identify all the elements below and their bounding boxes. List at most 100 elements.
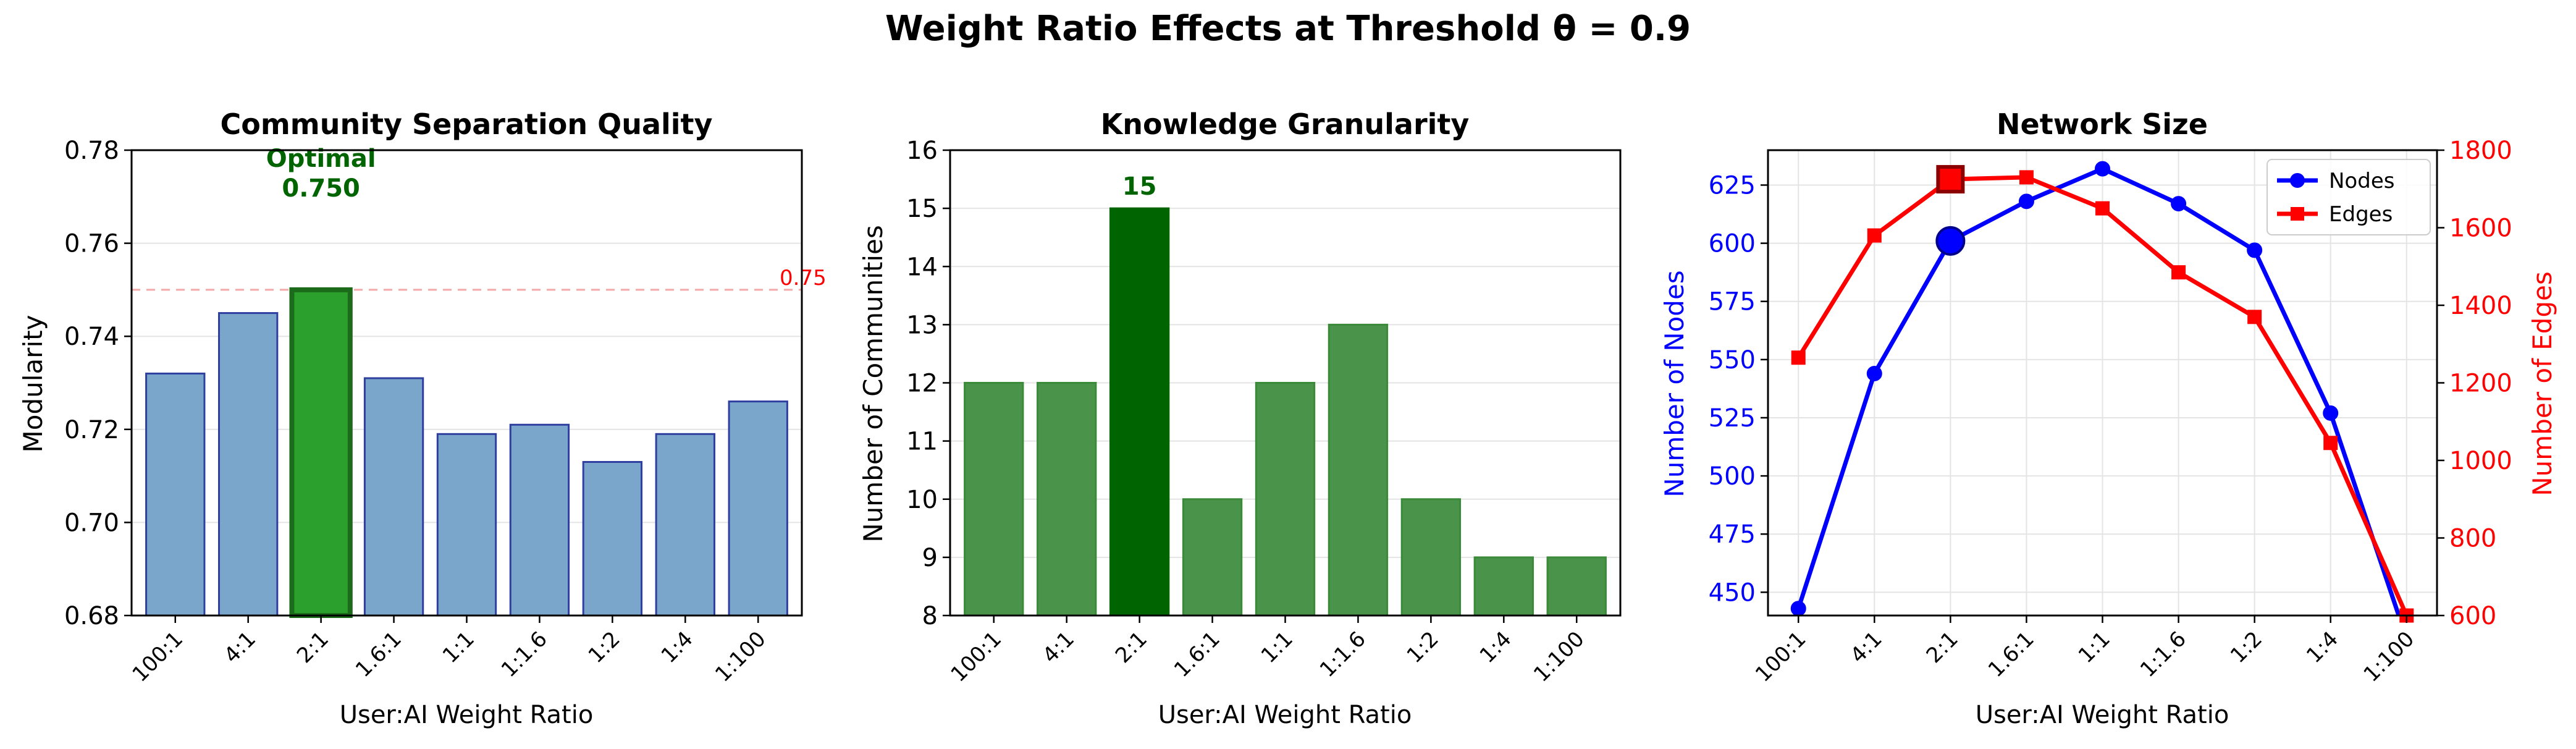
panel1-xtick-label: 2:1: [292, 627, 334, 668]
panel2-xtick-label: 1:100: [1529, 627, 1589, 687]
panel1-bar: [509, 423, 570, 617]
panel2-bar: [1037, 382, 1097, 617]
panel3-nodes-point: [2247, 242, 2263, 258]
panel3-ytick-label: 600: [1709, 230, 1756, 258]
panel2-ytick-label: 13: [906, 311, 938, 339]
panel3-xtick-label: 4:1: [1846, 627, 1887, 668]
panel2-bar: [964, 382, 1024, 617]
panel3-xtick-label: 1.6:1: [1984, 627, 2039, 682]
panel1-bar: [728, 400, 788, 617]
panel3-edges-point: [1936, 165, 1965, 194]
panel2-bar: [1400, 498, 1462, 617]
panel1-bar: [289, 287, 353, 618]
panel1-bar: [218, 312, 279, 617]
panel1-title: Community Separation Quality: [220, 108, 712, 141]
panel2-ytick-label: 9: [922, 544, 938, 572]
panel3-y2tick-label: 1400: [2449, 292, 2512, 320]
panel1-bar: [582, 461, 643, 617]
panel3-y2tick-label: 1600: [2449, 214, 2512, 243]
panel2-xtick-label: 1:1.6: [1315, 627, 1371, 682]
panel2-title: Knowledge Granularity: [1101, 108, 1470, 141]
panel3-ytick-label: 575: [1709, 288, 1756, 316]
panel2-ytick-label: 11: [906, 428, 938, 456]
panel3-edges-point: [2019, 170, 2034, 185]
panel2-ytick-label: 16: [906, 137, 938, 165]
panel3-xtick-label: 2:1: [1922, 627, 1963, 668]
panel1-xtick-label: 1:1: [438, 627, 479, 668]
panel1-ytick-label: 0.76: [64, 230, 119, 258]
panel3-nodes-point: [1866, 365, 1882, 381]
panel1-xtick-label: 1:2: [584, 627, 625, 668]
panel3-edges-point: [1791, 350, 1806, 365]
panel3-xtick-label: 1:2: [2226, 627, 2267, 668]
panel1-xlabel: User:AI Weight Ratio: [340, 701, 594, 729]
panel1-xtick-label: 1.6:1: [351, 627, 406, 682]
panel2-ytick-label: 15: [906, 195, 938, 223]
panel3-y2tick-label: 1200: [2449, 370, 2512, 398]
panel3-y2tick-label: 1800: [2449, 137, 2512, 165]
panel3-legend-edges-marker: [2291, 207, 2304, 221]
panel2-ytick-label: 8: [922, 602, 938, 630]
panel3-ytick-label: 450: [1709, 578, 1756, 607]
panel3-legend-edges-label: Edges: [2329, 202, 2393, 227]
panel3-y2tick-label: 800: [2449, 525, 2496, 553]
panel1-annotation-optimal: Optimal: [266, 145, 376, 173]
panel2-bar: [1109, 207, 1170, 617]
panel3-nodes-point: [2323, 405, 2339, 421]
panel1-ytick-label: 0.68: [64, 602, 119, 630]
panel1-xtick-label: 100:1: [128, 627, 188, 687]
panel3-y2tick-label: 1000: [2449, 447, 2512, 475]
panel1-bar: [145, 372, 206, 617]
panel3-edges-point: [2247, 310, 2262, 324]
panel1-ytick-label: 0.78: [64, 137, 119, 165]
panel3-nodes-point: [2171, 196, 2187, 212]
panel2-xlabel: User:AI Weight Ratio: [1158, 701, 1412, 729]
panel3-ytick-label: 500: [1709, 462, 1756, 491]
panel3-edges-point: [2095, 201, 2110, 216]
panel3-y2tick-label: 600: [2449, 602, 2496, 630]
panel2-xtick-label: 1:2: [1402, 627, 1444, 668]
panel3-xtick-label: 1:100: [2359, 627, 2420, 687]
panel3-ytick-label: 625: [1709, 171, 1756, 200]
panel1-xtick-label: 1:100: [710, 627, 771, 687]
panel3-title: Network Size: [1997, 108, 2208, 141]
panel2-bar: [1255, 382, 1316, 617]
panel3-y2label: Number of Edges: [2527, 271, 2557, 496]
panel2-bar: [1182, 498, 1243, 617]
panel1-ytick-label: 0.72: [64, 416, 119, 444]
panel3-edges-point: [2171, 265, 2186, 280]
panel3-xtick-label: 1:1.6: [2136, 627, 2191, 682]
panel3-nodes-point: [1790, 601, 1806, 617]
panel2-xtick-label: 100:1: [946, 627, 1007, 687]
panel2-ytick-label: 12: [906, 370, 938, 398]
panel1-xtick-label: 1:1.6: [497, 627, 552, 682]
panel2-xtick-label: 1:1: [1256, 627, 1298, 668]
panel2-bar: [1546, 556, 1607, 617]
panel3-ylabel: Number of Nodes: [1659, 270, 1690, 497]
panel1-xtick-label: 4:1: [219, 627, 261, 668]
panel3-xtick-label: 1:4: [2302, 627, 2343, 668]
panel3-legend-nodes-label: Nodes: [2329, 169, 2394, 193]
panel2-ytick-label: 14: [906, 253, 938, 281]
panel3-legend-nodes-marker: [2290, 173, 2305, 188]
panel3-ytick-label: 550: [1709, 346, 1756, 374]
panel2-ylabel: Number of Communities: [858, 225, 888, 543]
panel3-xtick-label: 100:1: [1751, 627, 1811, 687]
panel2-xtick-label: 1.6:1: [1169, 627, 1225, 682]
panel1-bar: [655, 433, 715, 617]
panel1-bar: [363, 377, 424, 617]
panel3-nodes-point: [2018, 193, 2034, 209]
panel2-xtick-label: 2:1: [1111, 627, 1152, 668]
panel1-xtick-label: 1:4: [657, 627, 698, 668]
panel2-xtick-label: 4:1: [1038, 627, 1079, 668]
panel2-bar: [1473, 556, 1534, 617]
panel1-reference-label: 0.75: [780, 266, 827, 290]
panel3-nodes-point: [1935, 226, 1966, 256]
panel1-ytick-label: 0.70: [64, 509, 119, 537]
panel1-bar: [436, 433, 497, 617]
panel3-ytick-label: 525: [1709, 404, 1756, 433]
panel3-nodes-point: [2095, 161, 2110, 177]
